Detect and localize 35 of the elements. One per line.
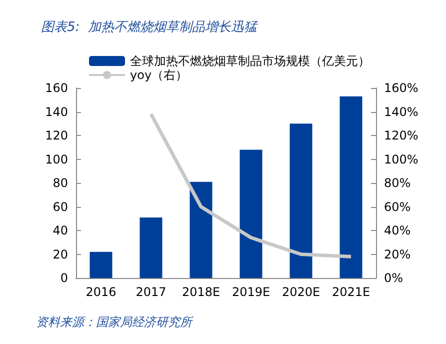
legend-label: 全球加热不燃烧烟草制品市场规模（亿美元） [130, 54, 370, 68]
y-tick-label: 120 [45, 128, 68, 142]
y-tick-label: 40 [52, 224, 68, 238]
y-tick-label: 140 [45, 104, 68, 119]
line-series [149, 112, 353, 258]
x-tick-label: 2017 [136, 285, 166, 299]
y2-tick-label: 20% [384, 247, 411, 262]
y2-tick-label: 100% [384, 152, 418, 166]
chart-title: 图表5: 加热不燃烧烟草制品增长迅猛 [41, 20, 259, 35]
y2-tick-label: 140% [384, 104, 418, 119]
x-tick-label: 2016 [86, 285, 116, 299]
bar [340, 96, 362, 278]
y-tick-label: 100 [45, 152, 68, 166]
x-tick-label: 2021E [332, 285, 370, 299]
y2-tick-label: 60% [384, 200, 411, 214]
y2-tick-label: 160% [384, 81, 418, 95]
y-tick-label: 60 [52, 200, 68, 214]
y2-tick-label: 0% [384, 271, 404, 285]
y2-tick-label: 120% [384, 128, 418, 142]
legend-label: yoy（右） [130, 68, 188, 82]
y-tick-label: 20 [52, 247, 68, 262]
bar [140, 217, 162, 278]
y-tick-label: 0 [60, 271, 68, 285]
y2-tick-label: 40% [384, 224, 411, 238]
x-tick-label: 2020E [282, 285, 320, 299]
text: 资料来源：国家局经济研究所 [36, 315, 194, 329]
bar [90, 252, 112, 278]
x-tick-label: 2018E [182, 285, 220, 299]
y-tick-label: 160 [45, 81, 68, 95]
bar [190, 182, 212, 278]
x-tick-label: 2019E [232, 285, 270, 299]
bar [290, 124, 312, 278]
y-tick-label: 80 [52, 176, 68, 190]
bar [240, 150, 262, 278]
y2-tick-label: 80% [384, 176, 411, 190]
